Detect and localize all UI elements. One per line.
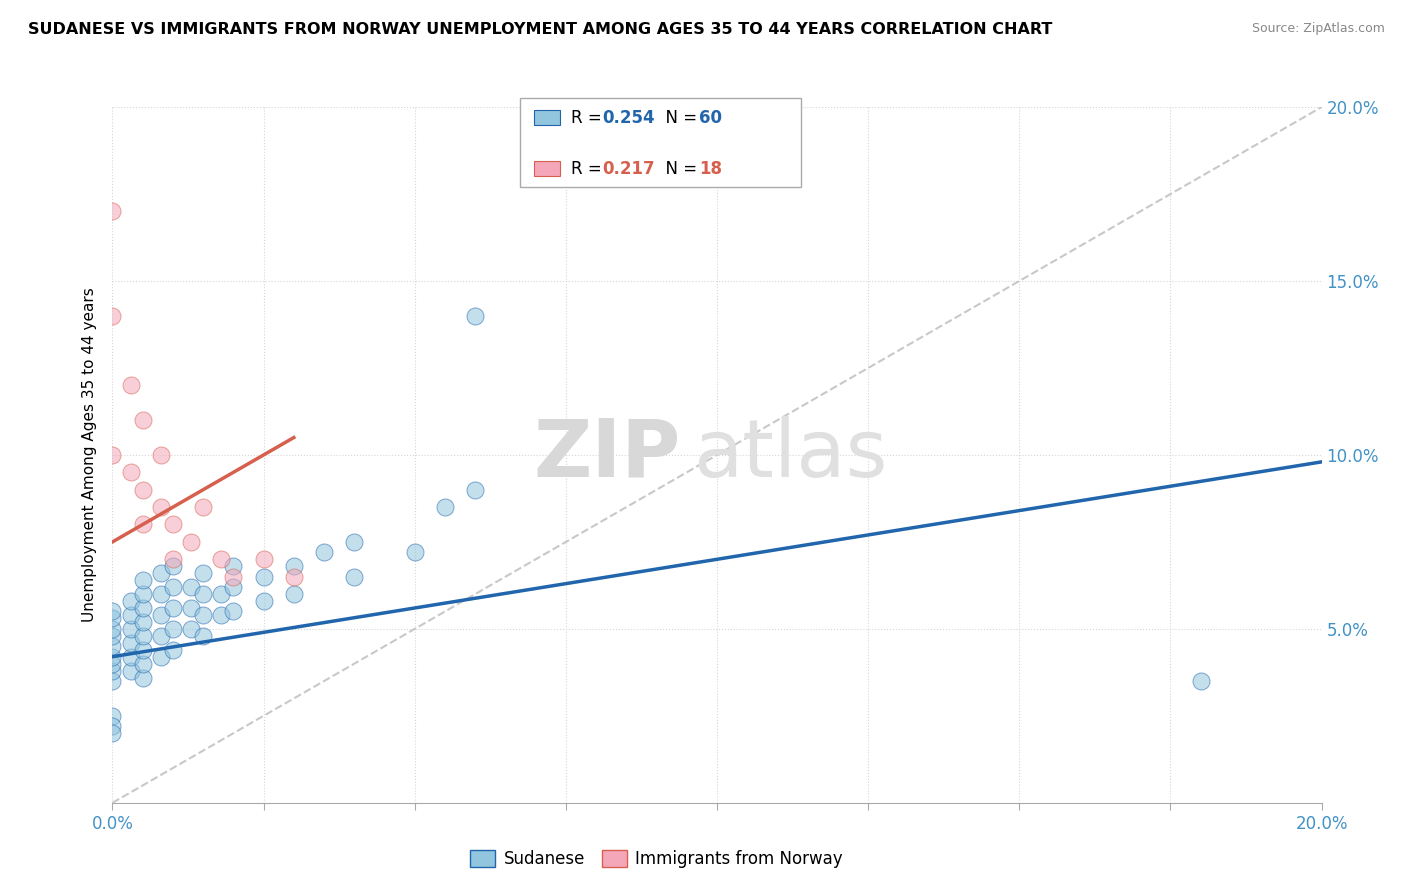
Point	[180, 580, 202, 594]
Point	[101, 605, 124, 619]
Text: N =: N =	[655, 160, 703, 178]
Text: R =: R =	[571, 160, 607, 178]
Point	[132, 642, 155, 657]
Point	[209, 552, 232, 566]
Point	[149, 629, 172, 643]
Point	[464, 309, 486, 323]
Text: 0.217: 0.217	[602, 160, 654, 178]
Point	[162, 580, 184, 594]
Text: 18: 18	[699, 160, 721, 178]
Point	[132, 517, 155, 532]
Text: Source: ZipAtlas.com: Source: ZipAtlas.com	[1251, 22, 1385, 36]
Point	[283, 587, 305, 601]
Point	[433, 500, 456, 514]
Point	[180, 534, 202, 549]
Text: 60: 60	[699, 109, 721, 127]
Point	[149, 448, 172, 462]
Point	[120, 664, 142, 678]
Point	[132, 671, 155, 685]
Point	[162, 552, 184, 566]
Point	[101, 708, 124, 723]
Point	[180, 601, 202, 615]
Point	[209, 587, 232, 601]
Point	[149, 566, 172, 581]
Point	[101, 639, 124, 653]
Point	[162, 622, 184, 636]
Point	[180, 622, 202, 636]
Point	[101, 719, 124, 733]
Point	[149, 587, 172, 601]
Legend: Sudanese, Immigrants from Norway: Sudanese, Immigrants from Norway	[464, 843, 849, 874]
Point	[101, 611, 124, 625]
Point	[120, 607, 142, 622]
Point	[149, 500, 172, 514]
Point	[222, 570, 245, 584]
Text: SUDANESE VS IMMIGRANTS FROM NORWAY UNEMPLOYMENT AMONG AGES 35 TO 44 YEARS CORREL: SUDANESE VS IMMIGRANTS FROM NORWAY UNEMP…	[28, 22, 1053, 37]
Text: N =: N =	[655, 109, 703, 127]
Point	[120, 649, 142, 664]
Point	[191, 629, 214, 643]
Point	[162, 517, 184, 532]
Point	[120, 622, 142, 636]
Point	[283, 570, 305, 584]
Point	[253, 552, 276, 566]
Point	[101, 629, 124, 643]
Point	[101, 674, 124, 689]
Point	[132, 629, 155, 643]
Point	[253, 594, 276, 608]
Point	[209, 607, 232, 622]
Point	[120, 466, 142, 480]
Point	[101, 657, 124, 671]
Point	[132, 587, 155, 601]
Point	[343, 570, 366, 584]
Point	[101, 664, 124, 678]
Text: R =: R =	[571, 109, 607, 127]
Point	[162, 559, 184, 574]
Point	[132, 573, 155, 587]
Point	[222, 580, 245, 594]
Point	[132, 483, 155, 497]
Point	[162, 642, 184, 657]
Text: ZIP: ZIP	[533, 416, 681, 494]
Point	[404, 545, 426, 559]
Point	[191, 500, 214, 514]
Point	[191, 587, 214, 601]
Point	[101, 726, 124, 740]
Point	[132, 615, 155, 629]
Point	[101, 649, 124, 664]
Y-axis label: Unemployment Among Ages 35 to 44 years: Unemployment Among Ages 35 to 44 years	[82, 287, 97, 623]
Point	[120, 594, 142, 608]
Point	[149, 649, 172, 664]
Text: atlas: atlas	[693, 416, 887, 494]
Point	[343, 534, 366, 549]
Point	[149, 607, 172, 622]
Point	[101, 448, 124, 462]
Point	[120, 636, 142, 650]
Point	[101, 204, 124, 219]
Text: 0.254: 0.254	[602, 109, 654, 127]
Point	[120, 378, 142, 392]
Point	[464, 483, 486, 497]
Point	[222, 559, 245, 574]
Point	[132, 601, 155, 615]
Point	[101, 309, 124, 323]
Point	[132, 657, 155, 671]
Point	[101, 622, 124, 636]
Point	[222, 605, 245, 619]
Point	[132, 413, 155, 427]
Point	[191, 607, 214, 622]
Point	[1189, 674, 1212, 689]
Point	[162, 601, 184, 615]
Point	[283, 559, 305, 574]
Point	[253, 570, 276, 584]
Point	[314, 545, 336, 559]
Point	[191, 566, 214, 581]
